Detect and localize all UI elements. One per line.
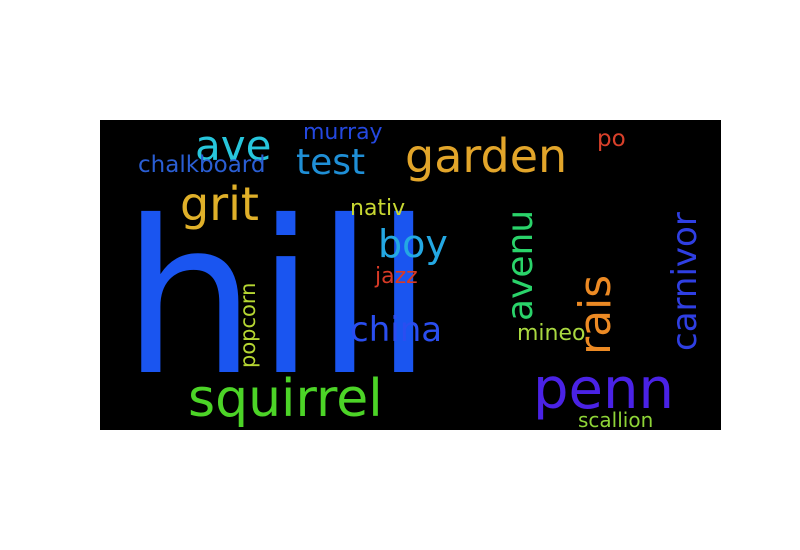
word-squirrel: squirrel [188, 369, 383, 429]
word-jazz: jazz [374, 264, 418, 289]
word-po: po [597, 126, 626, 152]
word-scallion: scallion [578, 408, 653, 430]
word-garden: garden [405, 129, 567, 183]
word-avenu: avenu [500, 210, 541, 321]
word-ave: ave [195, 121, 271, 170]
word-grit: grit [180, 177, 259, 231]
word-chalkboard: chalkboard [138, 152, 265, 178]
word-carnivor: carnivor [665, 212, 705, 351]
word-nativ: nativ [350, 196, 405, 221]
word-china: china [350, 310, 442, 350]
word-mineo: mineo [517, 321, 585, 346]
word-rais: rais [570, 275, 621, 355]
word-penn: penn [533, 357, 674, 422]
word-hill: hill [122, 175, 433, 422]
word-boy: boy [378, 222, 448, 266]
word-test: test [296, 142, 365, 183]
word-popcorn: popcorn [236, 283, 260, 368]
word-murray: murray [303, 120, 383, 145]
word-cloud-panel: hill penn squirrel garden grit ave test boy chin… [100, 120, 721, 430]
